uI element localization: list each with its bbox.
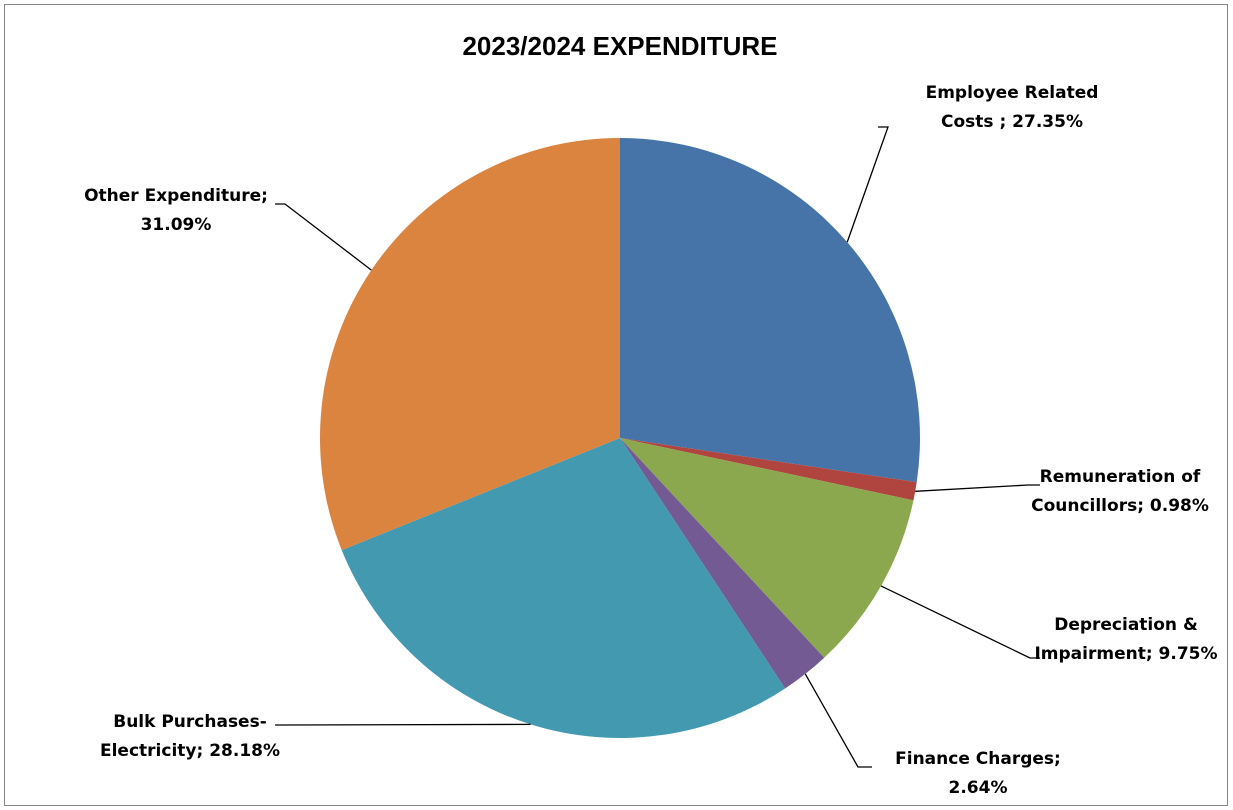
data-label-line: Depreciation & xyxy=(1054,615,1198,635)
data-label: Bulk Purchases- Electricity; 28.18% xyxy=(100,712,280,761)
data-label: Employee Related Costs ; 27.35% xyxy=(926,83,1099,132)
pie-slice-employee-related-costs xyxy=(620,138,920,483)
data-label-line: Impairment; 9.75% xyxy=(1034,644,1217,664)
data-label-line: Remuneration of xyxy=(1040,467,1201,487)
leader-line xyxy=(915,484,1040,492)
pie-slice-depreciation-impairment xyxy=(620,438,914,658)
leader-line xyxy=(880,585,1040,659)
pie-slices xyxy=(319,138,920,739)
leader-line xyxy=(804,673,872,768)
leader-line xyxy=(275,723,531,726)
data-labels: Employee Related Costs ; 27.35% Remunerati… xyxy=(84,83,1217,798)
data-label: Finance Charges; 2.64% xyxy=(895,749,1061,798)
data-label-line: 31.09% xyxy=(141,215,212,235)
data-label-line: Other Expenditure; xyxy=(84,186,268,206)
data-label-line: 2.64% xyxy=(949,778,1008,798)
data-label-line: Electricity; 28.18% xyxy=(100,741,280,761)
data-label: Depreciation & Impairment; 9.75% xyxy=(1034,615,1217,664)
data-label: Remuneration of Councillors; 0.98% xyxy=(1031,467,1209,516)
data-label-line: Finance Charges; xyxy=(895,749,1061,769)
data-label-line: Employee Related xyxy=(926,83,1099,103)
data-label-line: Councillors; 0.98% xyxy=(1031,496,1209,516)
leader-lines xyxy=(275,126,1040,768)
data-label: Other Expenditure; 31.09% xyxy=(84,186,268,235)
pie-slice-finance-charges xyxy=(620,438,825,689)
chart-title: 2023/2024 EXPENDITURE xyxy=(462,31,777,61)
pie-slice-bulk-purchases-electricity xyxy=(341,438,786,739)
data-label-line: Costs ; 27.35% xyxy=(941,112,1083,132)
pie-slice-other-expenditure xyxy=(319,138,620,551)
pie-slice-remuneration-of-councillors xyxy=(620,438,917,501)
data-label-line: Bulk Purchases- xyxy=(113,712,267,732)
leader-line xyxy=(275,203,372,271)
leader-line xyxy=(846,126,889,243)
